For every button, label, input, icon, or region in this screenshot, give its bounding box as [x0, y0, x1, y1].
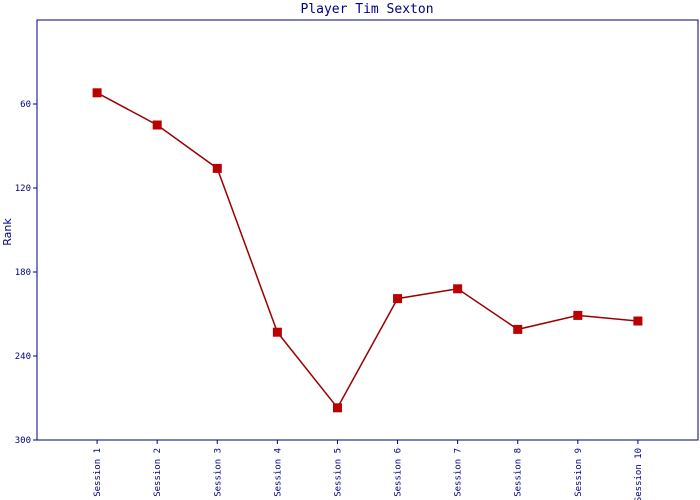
x-tick-label: Session 5	[333, 448, 343, 497]
data-point	[453, 284, 463, 294]
x-tick-label: Session 4	[273, 448, 283, 497]
x-tick-label: Session 6	[394, 448, 404, 497]
x-tick-label: Session 7	[454, 448, 464, 497]
y-tick-label: 120	[15, 184, 31, 194]
data-point	[393, 294, 403, 304]
y-tick-label: 240	[15, 352, 31, 362]
data-point	[513, 324, 523, 334]
y-axis-label: Rank	[1, 218, 14, 246]
x-tick-label: Session 2	[153, 448, 163, 497]
series-line	[96, 92, 638, 410]
x-tick-label: Session 3	[213, 448, 223, 497]
chart-title: Player Tim Sexton	[300, 2, 433, 17]
data-point	[272, 327, 282, 337]
y-tick-label: 60	[20, 100, 31, 110]
data-point	[92, 88, 102, 98]
data-point	[633, 316, 643, 326]
data-point	[573, 310, 583, 320]
x-tick-label: Session 10	[634, 448, 644, 500]
y-tick-label: 180	[15, 268, 31, 278]
x-tick-label: Session 1	[93, 448, 103, 497]
x-tick-label: Session 8	[514, 448, 524, 497]
plot-frame	[36, 19, 699, 441]
y-tick-label: 300	[15, 436, 31, 446]
x-tick-label: Session 9	[574, 448, 584, 497]
data-point	[152, 120, 162, 130]
data-point	[212, 163, 222, 173]
data-point	[332, 403, 342, 413]
